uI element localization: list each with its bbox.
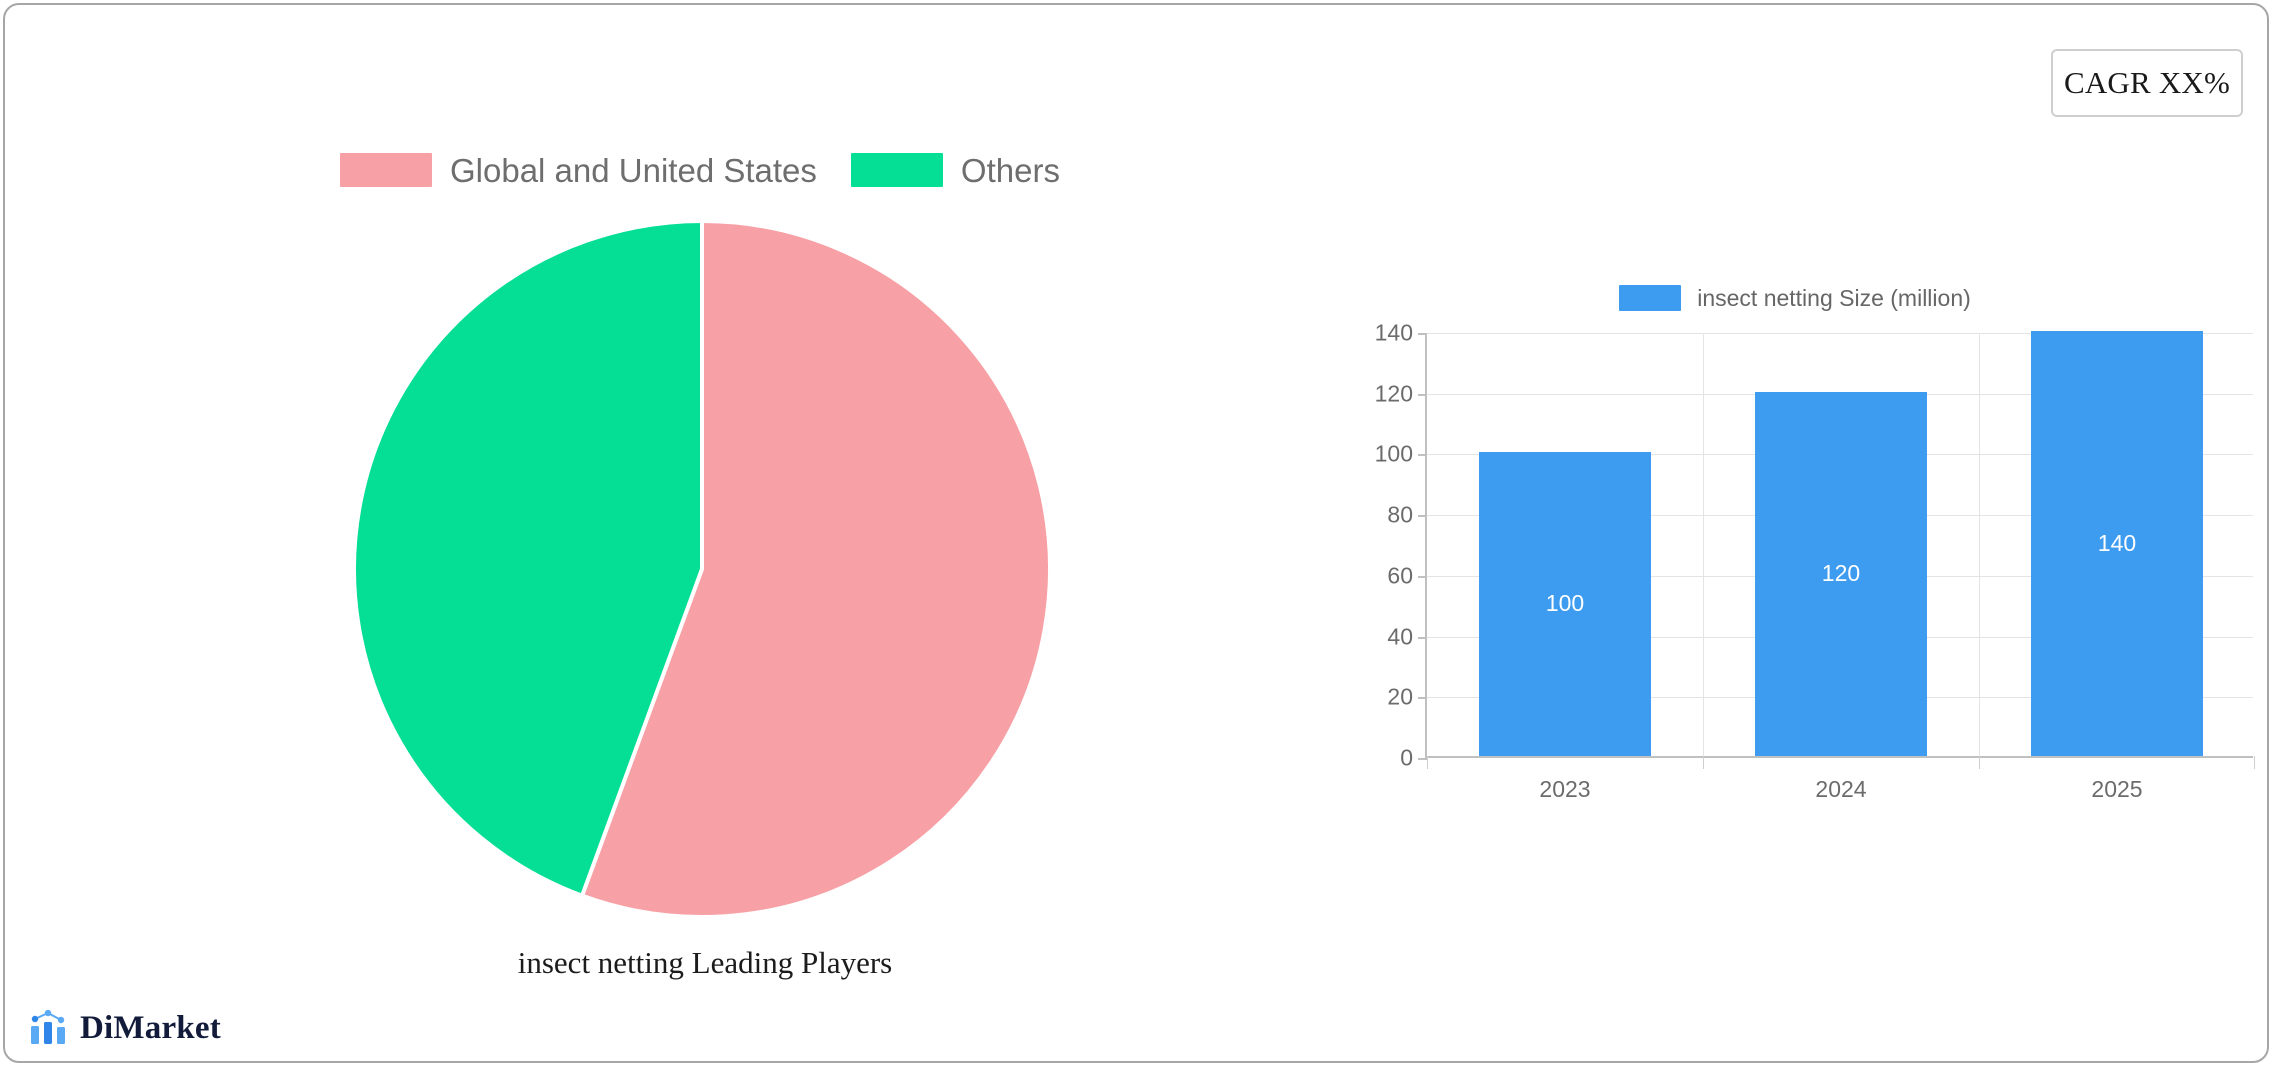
bar-value-label: 140 — [2097, 529, 2137, 556]
pie-chart-graphic — [350, 217, 1054, 921]
gridline-vertical — [1703, 333, 1704, 756]
cagr-badge: CAGR XX% — [2051, 49, 2243, 117]
pie-legend-item-primary[interactable]: Global and United States — [340, 153, 817, 187]
y-axis-tick-mark — [1418, 636, 1427, 639]
pie-chart-caption: insect netting Leading Players — [517, 945, 893, 980]
y-axis-tick-mark — [1418, 515, 1427, 518]
pie-legend: Global and United States Others — [340, 153, 1060, 187]
y-axis-tick-mark — [1418, 758, 1427, 760]
pie-svg — [352, 218, 1052, 919]
y-axis-tick-label: 80 — [1387, 501, 1413, 528]
gridline-horizontal — [1427, 333, 2253, 334]
y-axis-tick-label: 120 — [1374, 380, 1413, 407]
x-axis-tick-label: 2025 — [2091, 776, 2143, 802]
pie-legend-label-primary: Global and United States — [450, 151, 817, 189]
pie-legend-item-secondary[interactable]: Others — [850, 151, 1060, 189]
y-axis-tick-mark — [1418, 393, 1427, 396]
report-card: CAGR XX% Global and United States Others… — [3, 3, 2269, 1063]
y-axis-tick-label: 0 — [1400, 744, 1413, 771]
pie-chart-panel: Global and United States Others insect n… — [305, 135, 1105, 980]
bar-value-label: 100 — [1545, 590, 1585, 617]
bar-column[interactable]: 100 — [1479, 452, 1651, 756]
bar-legend-swatch — [1619, 285, 1682, 311]
bar-chart-logo-icon — [31, 1010, 65, 1044]
y-axis-tick-label: 100 — [1374, 440, 1413, 467]
pie-legend-swatch-secondary — [850, 153, 943, 187]
bar-legend-label: insect netting Size (million) — [1697, 284, 1971, 311]
bar-column[interactable]: 120 — [1755, 391, 1927, 756]
bar-chart-plot-area: 100 120 140 0 20 40 60 80 100 120 140 2023 2024 202… — [1375, 320, 2255, 802]
y-axis-tick-mark — [1418, 575, 1427, 578]
pie-slice[interactable] — [352, 218, 704, 899]
gridline-vertical — [1979, 333, 1980, 756]
x-axis-tick-mark — [1427, 756, 1428, 769]
y-axis-tick-label: 40 — [1387, 623, 1413, 650]
x-axis-tick-mark — [1979, 756, 1980, 769]
pie-legend-swatch-primary — [340, 153, 432, 187]
pie-legend-label-secondary: Others — [960, 151, 1060, 189]
bar-column[interactable]: 140 — [2031, 331, 2203, 756]
bar-chart-panel: insect netting Size (million) 100 120 140 … — [1335, 285, 2255, 815]
x-axis-tick-mark — [2254, 756, 2255, 769]
y-axis-tick-label: 60 — [1387, 562, 1413, 589]
bar-chart-axes: 100 120 140 0 20 40 60 80 100 120 140 2023 2024 202… — [1375, 320, 2255, 802]
brand-name: DiMarket — [80, 1009, 221, 1046]
y-axis-tick-mark — [1418, 697, 1427, 700]
bar-value-label: 120 — [1821, 559, 1861, 586]
x-axis-tick-mark — [1703, 756, 1704, 769]
x-axis-tick-label: 2023 — [1539, 776, 1591, 802]
pie-slice[interactable] — [579, 218, 1052, 919]
y-axis-tick-mark — [1418, 454, 1427, 457]
cagr-badge-label: CAGR XX% — [2063, 65, 2231, 100]
bar-legend[interactable]: insect netting Size (million) — [1335, 285, 2255, 311]
x-axis-tick-label: 2024 — [1815, 776, 1867, 802]
brand-logo: DiMarket — [29, 1010, 221, 1046]
y-axis-tick-label: 20 — [1387, 683, 1413, 710]
y-axis-tick-mark — [1418, 333, 1427, 335]
y-axis-tick-label: 140 — [1374, 319, 1413, 346]
